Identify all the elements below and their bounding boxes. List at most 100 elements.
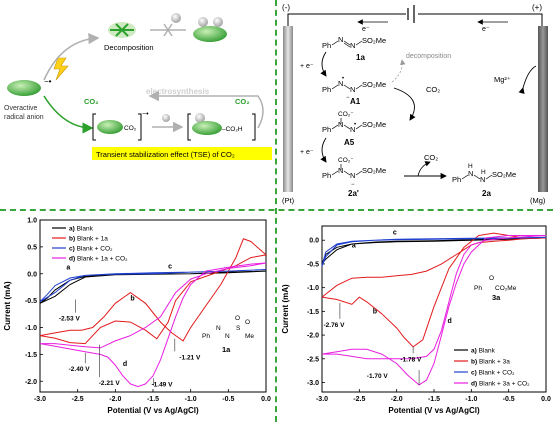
cv-chart-3a: -3.0 -2.5 -2.0 -1.5 -1.0 -0.5 0.0-3.0-2.5-2.0-… <box>281 225 551 415</box>
decomposition-label-right: decomposition <box>406 53 451 60</box>
reduction-arrow-1 <box>320 51 327 77</box>
reduction-arrow-2 <box>320 137 327 163</box>
label-2a-prime: 2a' <box>348 189 359 198</box>
legend-name: Blank + CO₂ <box>75 246 113 253</box>
co2-release-arrow <box>417 161 431 177</box>
svg-text:H: H <box>468 163 473 170</box>
series-line-c <box>39 269 267 303</box>
legend-letter: c) <box>471 370 477 377</box>
svg-text:CO₂⁻: CO₂⁻ <box>338 157 354 164</box>
legend-name: Blank <box>477 348 496 355</box>
circuit-wire-left <box>287 13 406 26</box>
svg-text:SO₂Me: SO₂Me <box>362 166 386 175</box>
legend-name: Blank <box>75 226 94 233</box>
adduct-co2: CO₂ <box>124 125 137 132</box>
electron-label-left: e⁻ <box>362 26 370 33</box>
tse-banner <box>92 147 272 160</box>
electrolysis-scheme-svg: (-) (+) e⁻ e⁻ (Pt) (Mg) Ph N N SO₂Me 1a … <box>282 3 548 205</box>
y-tick-label: -2.0 <box>25 379 37 386</box>
legend-entry-a: a) Blank <box>471 348 496 355</box>
cross-icon <box>163 23 173 37</box>
legend-entry-b: b) Blank + 3a <box>471 359 510 366</box>
product-bracket-left <box>187 113 191 141</box>
decomposition-icon <box>108 22 136 38</box>
compound-atom: O <box>235 315 240 322</box>
bracket-right <box>138 113 142 141</box>
legend-letter: b) <box>471 359 477 366</box>
compound-label: 1a <box>222 345 231 354</box>
circuit-wire-right <box>418 13 543 26</box>
intermediate-a5-structure: CO₂⁻ Ph N N • SO₂Me <box>322 111 386 134</box>
svg-text:•: • <box>354 122 356 128</box>
svg-text:−: − <box>346 95 350 101</box>
svg-text:Ph: Ph <box>322 85 331 94</box>
product-ellipse <box>192 121 222 135</box>
legend-letter: a) <box>471 348 477 355</box>
y-tick-label: -1.5 <box>307 309 319 316</box>
bracket-left <box>92 113 96 141</box>
mg-electrode <box>538 26 548 192</box>
svg-text:N: N <box>350 85 355 94</box>
label-2a: 2a <box>482 189 491 198</box>
svg-text:N: N <box>350 41 355 50</box>
svg-text:N: N <box>338 120 343 129</box>
y-tick-label: -0.5 <box>25 298 37 305</box>
curve-letter-c: c <box>393 230 397 237</box>
plus-terminal: (+) <box>532 3 542 12</box>
y-tick-label: -0.5 <box>307 261 319 268</box>
svg-text:N: N <box>338 35 343 44</box>
curve-letter-c: c <box>168 263 172 270</box>
legend-name: Blank + 3a + CO₂ <box>477 381 530 388</box>
y-tick-label: 0.0 <box>309 238 319 245</box>
curve-letter-b: b <box>373 309 377 316</box>
legend-name: Blank + 1a <box>75 236 108 243</box>
svg-text:Ph: Ph <box>322 41 331 50</box>
series-line-d <box>321 235 547 386</box>
svg-text:CO₂⁻: CO₂⁻ <box>338 111 354 118</box>
radical-anion-ellipse <box>7 80 41 96</box>
svg-text:N: N <box>350 125 355 134</box>
co2-addition-arrow <box>393 87 416 121</box>
horizontal-divider <box>0 209 553 211</box>
y-tick-label: 0.0 <box>27 271 37 278</box>
x-tick-label: 0.0 <box>261 396 271 403</box>
series-line-c <box>321 236 547 267</box>
co2-label-c: CO₂ <box>235 97 250 106</box>
legend-entry-b: b) Blank + 1a <box>69 236 108 243</box>
compound-atom: O <box>245 319 250 326</box>
series-line-a <box>39 270 267 304</box>
y-tick-label: -1.5 <box>25 352 37 359</box>
compound-atom: N <box>216 325 221 332</box>
x-tick-label: -1.5 <box>428 396 440 403</box>
lightning-icon <box>53 57 69 81</box>
pt-electrode <box>283 26 293 192</box>
curve-letter-a: a <box>352 242 356 249</box>
product-co2h: –CO₂H <box>222 126 243 133</box>
y-tick-label: -2.5 <box>307 356 319 363</box>
legend-letter: d) <box>471 381 477 388</box>
adduct-ellipse <box>97 120 123 134</box>
curve-letter-d: d <box>123 361 127 368</box>
legend-entry-d: d) Blank + 3a + CO₂ <box>471 381 530 388</box>
legend-letter: a) <box>69 226 75 233</box>
curve-letter-b: b <box>130 296 134 303</box>
legend-letter: d) <box>69 256 75 263</box>
annotation-label: -2.21 V <box>99 380 121 387</box>
mg-label: (Mg) <box>530 196 546 205</box>
watermark-text: electrosynthesis <box>146 87 210 96</box>
x-tick-label: -3.0 <box>34 396 46 403</box>
x-tick-label: -0.5 <box>222 396 234 403</box>
x-tick-label: -2.0 <box>109 396 121 403</box>
cv-chart-1a: -3.0 -2.5 -2.0 -1.5 -1.0 -0.5 0.0 -2.0 -1.5 -1.0 -… <box>3 218 271 416</box>
cv-chart-3a-panel: -3.0 -2.5 -2.0 -1.5 -1.0 -0.5 0.0 -3.0 -2.5 -2.0-… <box>278 212 553 422</box>
decomposition-label: Decomposition <box>104 43 154 52</box>
decomposition-arrow <box>391 59 406 83</box>
compound-atom: CO₂Me <box>495 285 517 292</box>
plus-e-label-1: + e⁻ <box>300 63 314 70</box>
svg-text:N: N <box>350 171 355 180</box>
annotation-label: -2.53 V <box>59 316 81 323</box>
legend-letter: b) <box>69 236 75 243</box>
compound-atom: S <box>236 325 241 332</box>
annotation-label: -1.21 V <box>179 354 201 361</box>
x-tick-label: -1.0 <box>465 396 477 403</box>
